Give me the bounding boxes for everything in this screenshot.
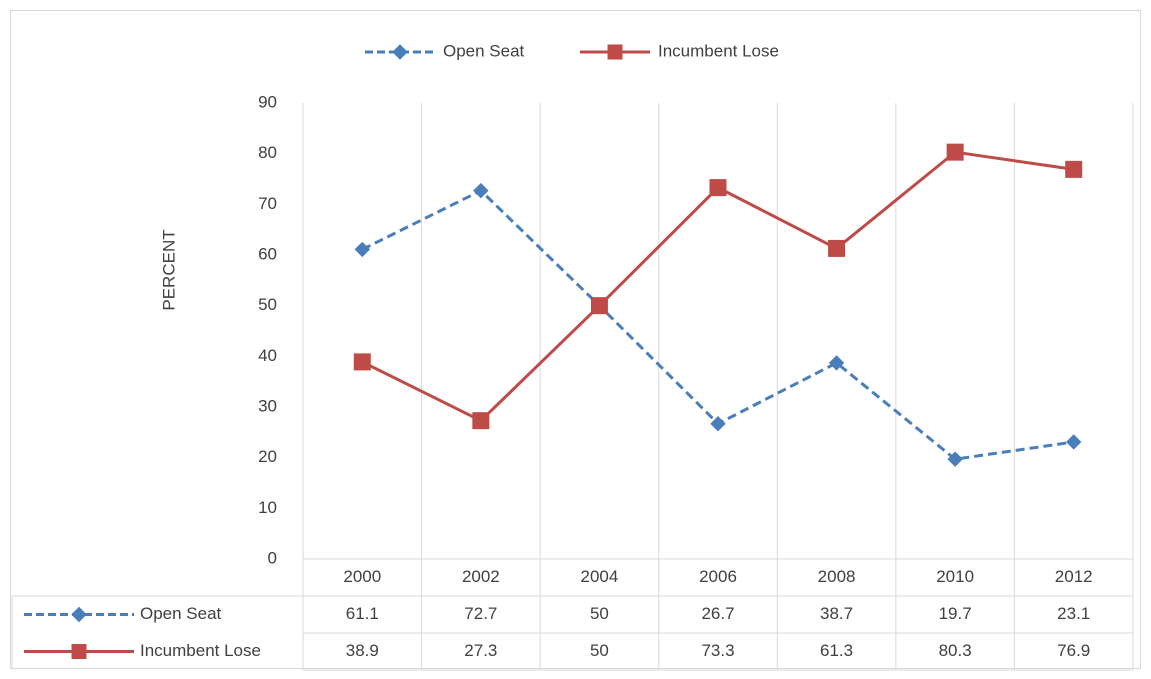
x-tick-label: 2004 <box>581 567 619 586</box>
marker <box>828 355 845 371</box>
y-tick-label: 30 <box>258 396 277 415</box>
marker <box>1066 434 1082 450</box>
y-tick-label: 70 <box>258 194 277 213</box>
x-tick-label: 2002 <box>462 567 500 586</box>
legend-label: Open Seat <box>443 41 525 60</box>
marker <box>607 44 623 60</box>
table-cell: 27.3 <box>464 641 497 660</box>
marker <box>947 451 963 467</box>
y-axis-label: PERCENT <box>159 229 178 310</box>
table-cell: 38.9 <box>346 641 379 660</box>
x-tick-label: 2008 <box>818 567 856 586</box>
table-cell: 61.1 <box>346 604 379 623</box>
y-tick-label: 90 <box>258 92 277 111</box>
table-cell: 73.3 <box>701 641 734 660</box>
marker <box>71 644 87 659</box>
marker <box>473 182 489 199</box>
marker <box>946 143 964 161</box>
y-tick-label: 80 <box>258 143 277 162</box>
table-cell: 50 <box>590 604 609 623</box>
table-cell: 38.7 <box>820 604 853 623</box>
marker <box>392 44 408 60</box>
x-tick-label: 2012 <box>1055 567 1093 586</box>
y-tick-label: 20 <box>258 447 277 466</box>
marker <box>709 179 727 197</box>
table-cell: 80.3 <box>939 641 972 660</box>
y-tick-label: 0 <box>268 548 277 567</box>
table-cell: 23.1 <box>1057 604 1090 623</box>
marker <box>472 412 490 430</box>
y-tick-label: 60 <box>258 244 277 263</box>
marker <box>353 353 371 371</box>
marker <box>828 239 846 257</box>
table-row-label: Open Seat <box>140 604 222 623</box>
x-tick-label: 2000 <box>343 567 381 586</box>
table-cell: 76.9 <box>1057 641 1090 660</box>
marker <box>1065 160 1083 178</box>
table-cell: 72.7 <box>464 604 497 623</box>
y-tick-label: 50 <box>258 295 277 314</box>
y-tick-label: 40 <box>258 346 277 365</box>
table-row-label: Incumbent Lose <box>140 641 261 660</box>
table-cell: 26.7 <box>701 604 734 623</box>
x-tick-label: 2006 <box>699 567 737 586</box>
x-tick-label: 2010 <box>936 567 974 586</box>
marker <box>71 606 87 623</box>
legend-label: Incumbent Lose <box>658 41 779 60</box>
marker <box>710 416 726 432</box>
table-cell: 61.3 <box>820 641 853 660</box>
table-cell: 50 <box>590 641 609 660</box>
y-tick-label: 10 <box>258 498 277 517</box>
marker <box>354 241 370 258</box>
table-cell: 19.7 <box>939 604 972 623</box>
marker <box>590 297 608 315</box>
